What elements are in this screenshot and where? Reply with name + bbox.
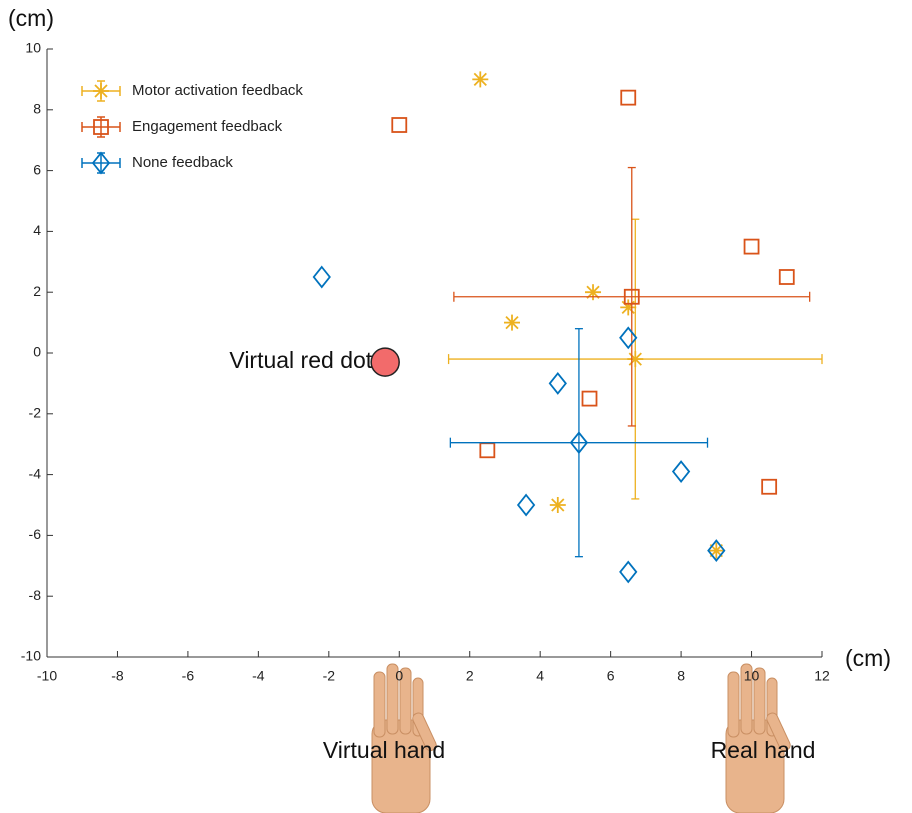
x-tick-label: 2 — [466, 668, 474, 684]
y-tick-label: 8 — [33, 101, 41, 117]
x-tick-label: -10 — [37, 668, 57, 684]
square-outline — [762, 480, 776, 494]
y-tick-label: 4 — [33, 222, 41, 238]
legend-label: None feedback — [132, 154, 233, 171]
square-outline — [780, 270, 794, 284]
marker — [780, 270, 794, 284]
marker — [314, 267, 330, 287]
x-tick-label: -4 — [252, 668, 265, 684]
square-outline — [392, 118, 406, 132]
chart: (cm) (cm) Virtual hand Real hand -10 -8 -6… — [0, 0, 912, 813]
annotation: Virtual hand — [323, 737, 445, 763]
square-outline — [583, 392, 597, 406]
x-tick-label: 6 — [607, 668, 615, 684]
y-tick-label: 6 — [33, 161, 41, 177]
diamond-outline — [518, 495, 534, 515]
marker — [472, 71, 488, 87]
y-tick-label: -8 — [29, 587, 42, 603]
y-tick-label: 10 — [25, 40, 41, 56]
y-tick-label: -6 — [29, 526, 42, 542]
marker — [550, 497, 566, 513]
marker — [620, 299, 636, 315]
diamond-outline — [550, 373, 566, 393]
marker — [627, 351, 643, 367]
marker — [708, 543, 724, 559]
diamond-outline — [673, 462, 689, 482]
red-dot-label: Virtual red dot — [229, 347, 372, 373]
marker — [518, 495, 534, 515]
marker — [585, 284, 601, 300]
x-tick-label: 10 — [744, 668, 760, 684]
diamond-outline — [620, 328, 636, 348]
x-tick-label: 4 — [536, 668, 544, 684]
x-tick-label: 12 — [814, 668, 830, 684]
marker — [620, 562, 636, 582]
marker — [621, 91, 635, 105]
y-tick-label: 0 — [33, 344, 41, 360]
square-outline — [480, 443, 494, 457]
marker — [504, 315, 520, 331]
x-tick-label: -6 — [182, 668, 195, 684]
legend-label: Engagement feedback — [132, 118, 283, 135]
marker — [480, 443, 494, 457]
diamond-outline — [314, 267, 330, 287]
square-outline — [745, 240, 759, 254]
x-tick-label: -2 — [323, 668, 336, 684]
x-axis-label: (cm) — [845, 645, 891, 671]
diamond-outline — [620, 562, 636, 582]
marker — [673, 462, 689, 482]
marker — [550, 373, 566, 393]
y-axis-label: (cm) — [8, 5, 54, 31]
marker — [583, 392, 597, 406]
marker — [620, 328, 636, 348]
marker — [745, 240, 759, 254]
x-tick-label: 8 — [677, 668, 685, 684]
legend-label: Motor activation feedback — [132, 82, 303, 99]
y-tick-label: 2 — [33, 283, 41, 299]
y-tick-label: -10 — [21, 648, 41, 664]
y-tick-label: -4 — [29, 465, 42, 481]
x-tick-label: -8 — [111, 668, 124, 684]
marker — [762, 480, 776, 494]
annotation: Real hand — [711, 737, 816, 763]
x-tick-label: 0 — [395, 668, 403, 684]
marker — [392, 118, 406, 132]
square-outline — [621, 91, 635, 105]
red-dot — [371, 348, 399, 376]
marker — [93, 83, 109, 99]
y-tick-label: -2 — [29, 405, 42, 421]
